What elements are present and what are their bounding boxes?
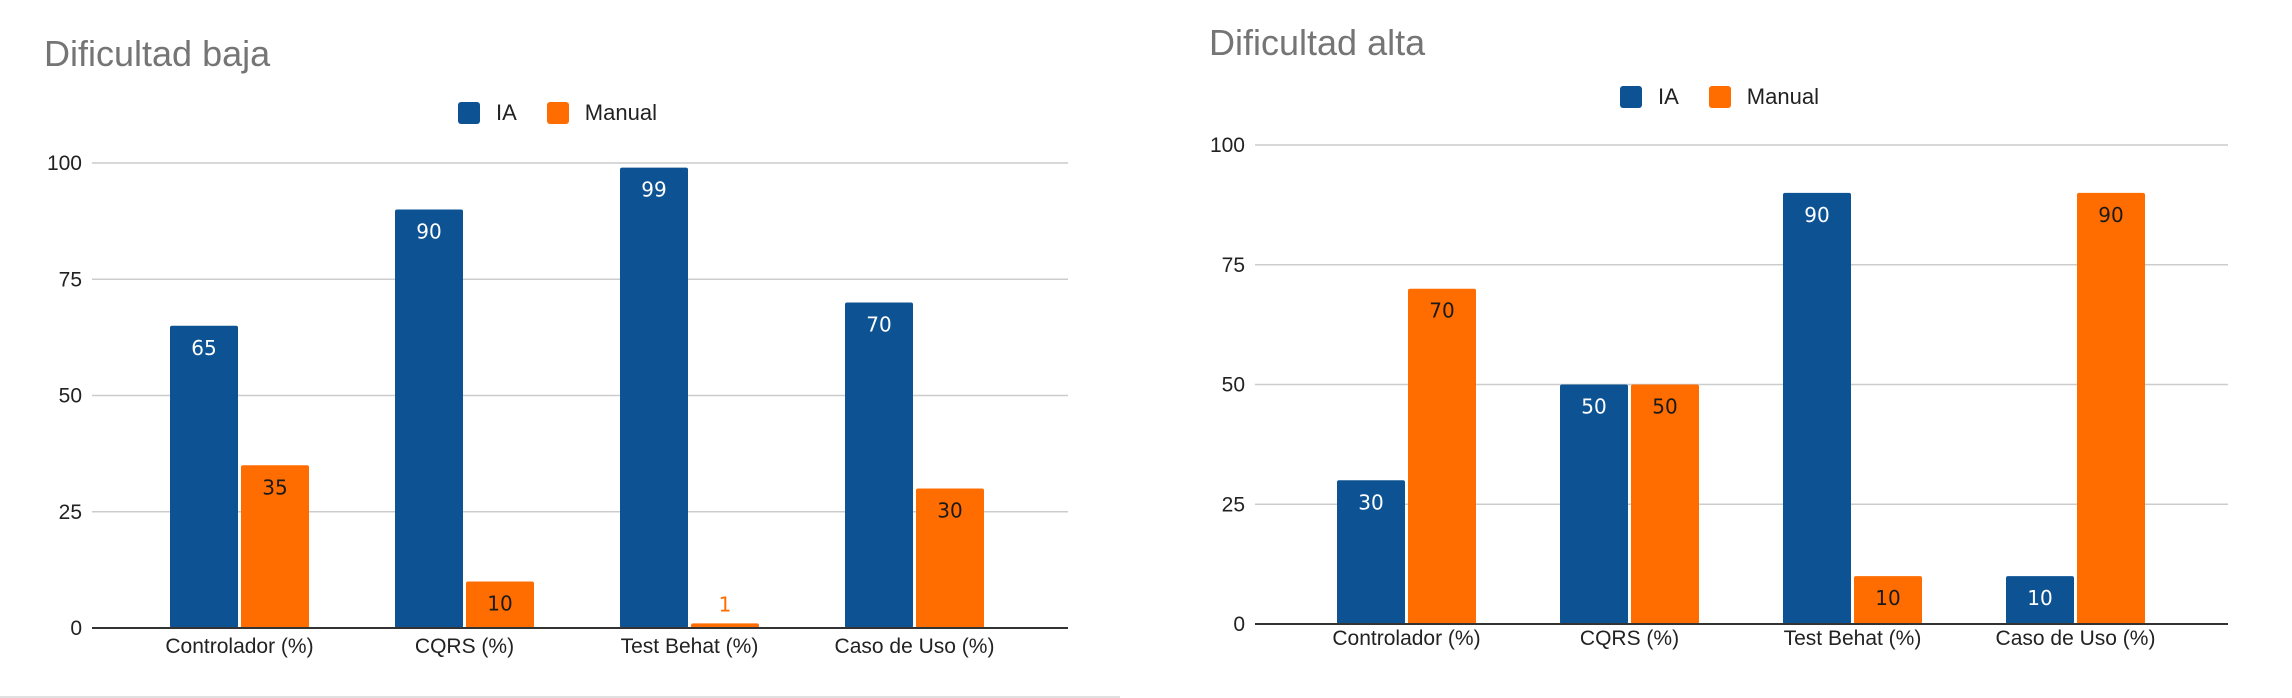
bar-manual-test-behat — [691, 623, 759, 628]
chart-legend: IA Manual — [1620, 84, 1849, 110]
y-tick-label: 100 — [47, 152, 82, 175]
bar-ia-test-behat — [1783, 192, 1851, 624]
chart-legend: IA Manual — [458, 100, 687, 126]
legend-label-ia: IA — [496, 100, 517, 125]
y-tick-label: 50 — [1222, 374, 1245, 397]
data-label-manual-caso-de-uso: 90 — [2098, 203, 2123, 227]
y-tick-label: 75 — [59, 268, 82, 291]
x-category-label: CQRS (%) — [415, 635, 514, 658]
data-label-manual-controlador: 35 — [262, 475, 287, 499]
legend-swatch-manual — [546, 102, 569, 124]
legend-label-manual: Manual — [1746, 84, 1819, 109]
panel-divider — [0, 696, 1120, 698]
bar-manual-caso-de-uso — [2077, 192, 2145, 624]
data-label-ia-test-behat: 90 — [1804, 203, 1829, 227]
data-label-ia-cqrs: 90 — [416, 220, 441, 244]
y-tick-label: 0 — [70, 617, 82, 640]
legend-item-ia[interactable]: IA — [1620, 84, 1679, 110]
legend-label-ia: IA — [1658, 84, 1679, 109]
bar-manual-controlador — [1408, 288, 1476, 624]
data-label-ia-caso-de-uso: 70 — [866, 313, 891, 337]
data-label-manual-controlador: 70 — [1429, 299, 1454, 323]
y-tick-label: 100 — [1210, 134, 1245, 157]
legend-swatch-manual — [1708, 86, 1731, 108]
chart-panel-dificultad-alta: Dificultad alta IA Manual 0 25 50 75 100 30 70… — [1165, 0, 2292, 698]
chart-title: Dificultad baja — [44, 33, 271, 74]
y-tick-label: 25 — [59, 501, 82, 524]
bar-chart-dificultad-baja: 0 25 50 75 100 65 35 Controlador (%) 90 10 CQRS (%… — [47, 152, 1068, 658]
bar-ia-cqrs — [1560, 384, 1628, 624]
bar-manual-cqrs — [1631, 384, 1699, 624]
data-label-ia-cqrs: 50 — [1581, 395, 1606, 419]
bar-manual-controlador — [241, 465, 309, 628]
data-label-ia-caso-de-uso: 10 — [2027, 586, 2052, 610]
legend-item-manual[interactable]: Manual — [546, 100, 657, 126]
legend-label-manual: Manual — [584, 100, 657, 125]
data-label-manual-test-behat: 1 — [719, 592, 732, 616]
bar-ia-controlador — [170, 325, 238, 628]
data-label-manual-caso-de-uso: 30 — [937, 499, 962, 523]
bar-manual-caso-de-uso — [916, 488, 984, 628]
y-tick-label: 0 — [1233, 613, 1245, 636]
legend-swatch-ia — [458, 102, 480, 124]
data-label-ia-test-behat: 99 — [641, 178, 666, 202]
y-tick-label: 75 — [1222, 254, 1245, 277]
bar-ia-cqrs — [395, 209, 463, 628]
data-label-ia-controlador: 30 — [1358, 490, 1383, 514]
x-category-label: CQRS (%) — [1580, 627, 1679, 650]
bar-ia-controlador — [1337, 480, 1405, 624]
bar-chart-dificultad-alta: 0 25 50 75 100 30 70 Controlador (%) 50 50 CQRS (%… — [1210, 134, 2228, 650]
data-label-manual-cqrs: 50 — [1652, 395, 1677, 419]
data-label-ia-controlador: 65 — [191, 336, 216, 360]
chart-panel-dificultad-baja: Dificultad baja IA Manual 0 25 50 75 100 65 35… — [0, 0, 1120, 698]
x-category-label: Test Behat (%) — [621, 635, 759, 658]
x-category-label: Caso de Uso (%) — [1996, 627, 2156, 650]
data-label-manual-cqrs: 10 — [487, 592, 512, 616]
chart-title: Dificultad alta — [1209, 22, 1426, 63]
x-category-label: Test Behat (%) — [1784, 627, 1922, 650]
bar-ia-test-behat — [620, 167, 688, 628]
legend-item-ia[interactable]: IA — [458, 100, 517, 126]
bar-manual-cqrs — [466, 581, 534, 628]
x-category-label: Caso de Uso (%) — [835, 635, 995, 658]
bar-ia-caso-de-uso — [2006, 576, 2074, 624]
data-label-manual-test-behat: 10 — [1875, 586, 1900, 610]
x-category-label: Controlador (%) — [1332, 627, 1480, 650]
y-tick-label: 50 — [59, 385, 82, 408]
legend-swatch-ia — [1620, 86, 1642, 108]
bar-ia-caso-de-uso — [845, 302, 913, 628]
x-category-label: Controlador (%) — [165, 635, 313, 658]
legend-item-manual[interactable]: Manual — [1708, 84, 1819, 110]
y-tick-label: 25 — [1222, 493, 1245, 516]
bar-manual-test-behat — [1854, 576, 1922, 624]
